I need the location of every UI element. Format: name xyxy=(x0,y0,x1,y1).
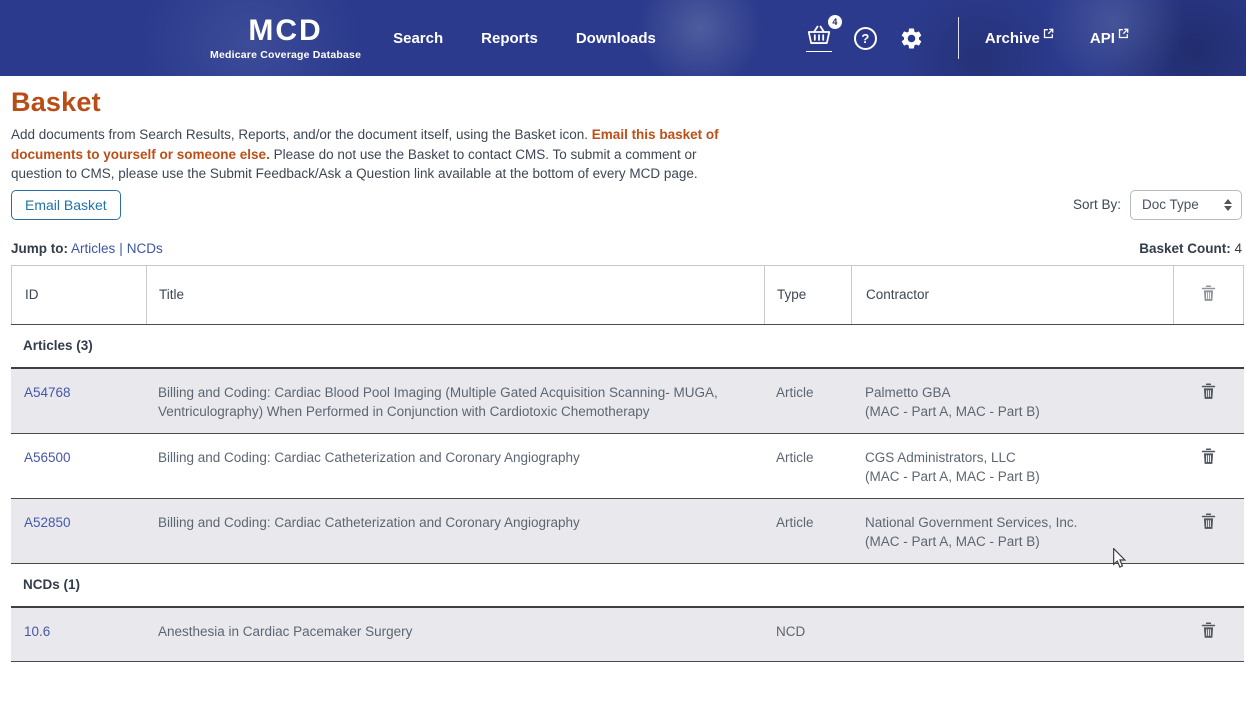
contractor-name: CGS Administrators, LLC xyxy=(865,449,1016,465)
doc-id-link[interactable]: A52850 xyxy=(24,514,71,530)
email-basket-button[interactable]: Email Basket xyxy=(11,189,121,220)
basket-count-badge: 4 xyxy=(827,15,842,29)
jump-link-articles[interactable]: Articles xyxy=(71,240,116,256)
basket-table: ID Title Type Contractor Articles (3) A5… xyxy=(11,264,1244,662)
trash-icon[interactable] xyxy=(1201,512,1216,535)
archive-link-label: Archive xyxy=(984,29,1040,47)
contractor-name: Palmetto GBA xyxy=(865,384,951,400)
doc-type: Article xyxy=(776,384,814,400)
basket-icon[interactable]: 4 xyxy=(805,15,842,52)
page-title: Basket xyxy=(11,87,101,117)
doc-contractor xyxy=(851,620,1173,622)
jump-to-label: Jump to: xyxy=(11,240,68,256)
doc-contractor: Palmetto GBA (MAC - Part A, MAC - Part B… xyxy=(851,381,1173,421)
delete-all-trash-icon[interactable] xyxy=(1201,284,1216,305)
api-link-label: API xyxy=(1089,29,1115,47)
trash-icon[interactable] xyxy=(1201,447,1216,470)
nav-downloads[interactable]: Downloads xyxy=(575,29,656,47)
contractor-detail: (MAC - Part A, MAC - Part B) xyxy=(865,468,1040,484)
section-heading-ncds: NCDs (1) xyxy=(11,563,1244,608)
main-nav: Search Reports Downloads xyxy=(393,30,656,47)
table-row: A52850 Billing and Coding: Cardiac Cathe… xyxy=(11,498,1244,564)
doc-id-link[interactable]: A56500 xyxy=(24,449,71,465)
doc-type: Article xyxy=(776,449,814,465)
column-header-title: Title xyxy=(146,265,764,324)
help-icon[interactable]: ? xyxy=(853,26,877,50)
sort-by-label: Sort By: xyxy=(1072,197,1121,212)
doc-id-link[interactable]: 10.6 xyxy=(24,623,51,639)
external-link-icon xyxy=(1118,28,1129,38)
site-header: MCD Medicare Coverage Database Search Re… xyxy=(0,0,1246,76)
section-heading-articles: Articles (3) xyxy=(11,324,1244,369)
logo-subtitle: Medicare Coverage Database xyxy=(210,48,362,61)
doc-type: Article xyxy=(776,514,814,530)
jump-separator: | xyxy=(119,240,123,256)
doc-title: Anesthesia in Cardiac Pacemaker Surgery xyxy=(158,623,413,639)
doc-title: Billing and Coding: Cardiac Catheterizat… xyxy=(158,449,580,465)
trash-icon[interactable] xyxy=(1201,621,1216,644)
doc-title: Billing and Coding: Cardiac Blood Pool I… xyxy=(158,384,718,419)
doc-title: Billing and Coding: Cardiac Catheterizat… xyxy=(158,514,580,530)
doc-contractor: CGS Administrators, LLC (MAC - Part A, M… xyxy=(851,446,1173,486)
logo-title: MCD xyxy=(248,13,323,47)
sort-by-value: Doc Type xyxy=(1142,197,1199,212)
intro-highlight: Email this basket of documents to yourse… xyxy=(11,127,719,162)
trash-icon[interactable] xyxy=(1201,382,1216,405)
sort-by-select[interactable]: Doc Type xyxy=(1130,189,1242,220)
nav-search[interactable]: Search xyxy=(393,29,444,47)
up-down-arrows-icon xyxy=(1224,198,1232,211)
column-header-id: ID xyxy=(11,265,146,324)
question-mark-icon: ? xyxy=(853,26,877,50)
intro-part2: Please do not use the Basket to contact … xyxy=(11,146,698,182)
basket-count: Basket Count: 4 xyxy=(1139,241,1242,256)
doc-id-link[interactable]: A54768 xyxy=(24,384,71,400)
basket-count-value: 4 xyxy=(1234,240,1242,256)
api-link[interactable]: API xyxy=(1089,28,1129,47)
archive-link[interactable]: Archive xyxy=(984,28,1054,47)
jump-link-ncds[interactable]: NCDs xyxy=(126,240,163,256)
mcd-logo[interactable]: MCD Medicare Coverage Database xyxy=(210,13,362,61)
header-divider xyxy=(957,17,959,59)
basket-count-label: Basket Count: xyxy=(1139,240,1231,256)
table-row: 10.6 Anesthesia in Cardiac Pacemaker Sur… xyxy=(11,607,1244,662)
doc-type: NCD xyxy=(776,623,806,639)
table-row: A56500 Billing and Coding: Cardiac Cathe… xyxy=(11,434,1244,499)
jump-to: Jump to: Articles | NCDs xyxy=(11,241,163,256)
column-header-contractor: Contractor xyxy=(851,265,1173,324)
intro-part1: Add documents from Search Results, Repor… xyxy=(11,127,592,142)
gear-icon[interactable] xyxy=(899,26,924,51)
intro-text: Add documents from Search Results, Repor… xyxy=(11,125,725,184)
contractor-detail: (MAC - Part A, MAC - Part B) xyxy=(865,403,1040,419)
contractor-detail: (MAC - Part A, MAC - Part B) xyxy=(865,533,1040,549)
nav-reports[interactable]: Reports xyxy=(481,29,538,47)
contractor-name: National Government Services, Inc. xyxy=(865,514,1078,530)
external-link-icon xyxy=(1043,28,1054,38)
doc-contractor: National Government Services, Inc. (MAC … xyxy=(851,511,1173,551)
table-header-row: ID Title Type Contractor xyxy=(11,265,1244,325)
table-row: A54768 Billing and Coding: Cardiac Blood… xyxy=(11,368,1244,434)
column-header-type: Type xyxy=(764,265,851,324)
